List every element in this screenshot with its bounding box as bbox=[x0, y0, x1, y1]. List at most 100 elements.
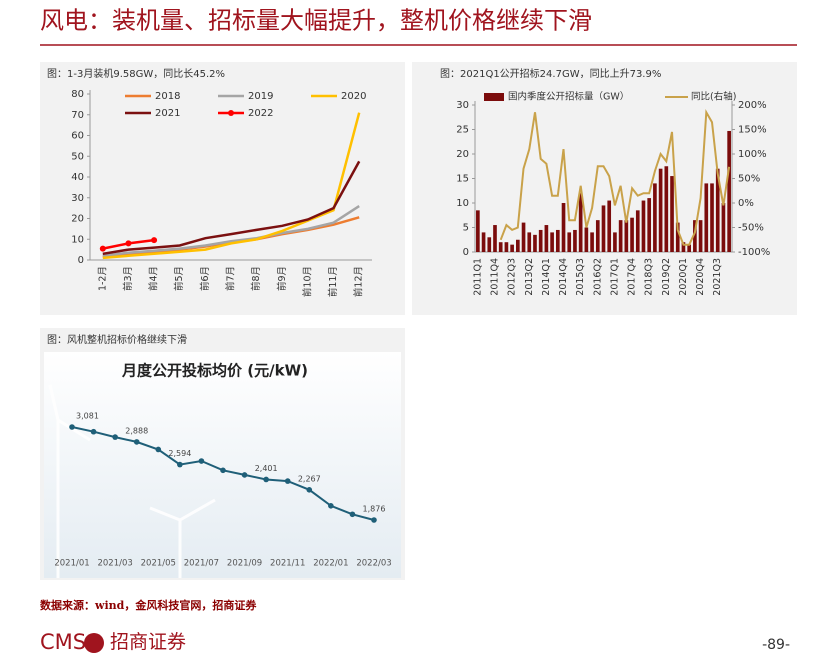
bar bbox=[630, 217, 634, 252]
bar bbox=[584, 227, 589, 252]
x-tick-label: 2021/05 bbox=[141, 559, 176, 569]
bar bbox=[567, 232, 572, 252]
y-tick-label: 0 bbox=[78, 255, 84, 266]
y-tick-label: 20 bbox=[456, 149, 469, 160]
x-tick-label: 前6月 bbox=[199, 266, 211, 291]
bar bbox=[607, 200, 612, 252]
x-tick-label: 2017Q1 bbox=[609, 258, 620, 296]
x-tick-label: 2020Q4 bbox=[695, 258, 706, 296]
turbine-decoration bbox=[48, 384, 216, 578]
chart-title: 月度公开投标均价 (元/kW) bbox=[121, 362, 308, 380]
page-number: -89- bbox=[762, 637, 790, 653]
bar bbox=[727, 130, 731, 252]
bar bbox=[613, 232, 617, 252]
bar bbox=[544, 225, 549, 252]
y-tick-label: 40 bbox=[71, 172, 84, 183]
point bbox=[220, 467, 226, 474]
x-tick-label: 前3月 bbox=[122, 266, 134, 291]
x-tick-label: 2017Q4 bbox=[627, 258, 638, 296]
bar bbox=[527, 232, 532, 252]
x-tick-label: 1-2月 bbox=[97, 266, 108, 291]
legend-label: 国内季度公开招标量（GW） bbox=[508, 91, 629, 103]
data-label: 2,594 bbox=[168, 449, 191, 458]
x-tick-label: 2021/11 bbox=[270, 559, 305, 569]
legend-marker bbox=[228, 110, 234, 116]
y-tick-label: 50 bbox=[71, 151, 84, 162]
x-tick-label: 2011Q4 bbox=[489, 258, 500, 296]
bar bbox=[493, 225, 497, 252]
y-tick-label: 15 bbox=[456, 174, 469, 185]
bar bbox=[658, 168, 663, 252]
data-label: 3,081 bbox=[76, 412, 99, 421]
bar bbox=[664, 166, 669, 252]
x-tick-label: 2013Q2 bbox=[524, 258, 535, 296]
x-tick-label: 2019Q2 bbox=[661, 258, 672, 296]
point bbox=[155, 446, 162, 453]
y-tick-label: 5 bbox=[463, 223, 469, 234]
bar bbox=[510, 244, 514, 252]
y-tick-label: 20 bbox=[71, 214, 84, 225]
bar bbox=[601, 205, 606, 252]
point bbox=[198, 458, 205, 464]
source-note: 数据来源：wind，金风科技官网，招商证券 bbox=[40, 598, 257, 612]
legend-label: 2022 bbox=[248, 108, 273, 119]
bar bbox=[704, 183, 709, 252]
bar bbox=[481, 232, 486, 252]
bar bbox=[715, 168, 720, 252]
y-tick-label: 100% bbox=[738, 149, 767, 160]
series-line bbox=[102, 205, 360, 258]
bar bbox=[687, 244, 691, 252]
y-tick-label: 25 bbox=[456, 125, 469, 136]
bar bbox=[555, 229, 560, 252]
y-tick-label: 70 bbox=[71, 110, 84, 121]
bar bbox=[681, 242, 686, 252]
bar bbox=[693, 220, 697, 252]
x-tick-label: 2021/01 bbox=[54, 559, 89, 569]
point bbox=[133, 439, 140, 445]
bar bbox=[550, 232, 554, 252]
y-tick-label: -100% bbox=[738, 247, 770, 258]
x-tick-label: 2016Q2 bbox=[592, 258, 603, 296]
series-line bbox=[102, 160, 361, 256]
legend-swatch bbox=[484, 93, 504, 101]
bar bbox=[498, 242, 503, 252]
bar bbox=[533, 234, 537, 252]
point bbox=[284, 478, 291, 484]
bar bbox=[710, 183, 714, 252]
bar bbox=[721, 203, 726, 252]
x-tick-label: 前8月 bbox=[250, 266, 262, 291]
bar bbox=[538, 229, 543, 252]
x-tick-label: 2014Q4 bbox=[558, 258, 569, 296]
legend-label: 同比(右轴) bbox=[691, 91, 736, 103]
y-tick-label: 60 bbox=[71, 131, 84, 142]
x-tick-label: 2022/03 bbox=[356, 559, 391, 569]
legend-label: 2018 bbox=[155, 91, 180, 102]
data-label: 2,401 bbox=[255, 464, 278, 473]
y-tick-label: 0 bbox=[463, 247, 469, 258]
x-tick-label: 前4月 bbox=[148, 266, 160, 291]
bar bbox=[561, 203, 566, 252]
legend-label: 2019 bbox=[248, 91, 273, 102]
x-tick-label: 2014Q1 bbox=[541, 258, 552, 296]
panel bbox=[412, 62, 797, 315]
bar bbox=[476, 210, 480, 252]
point bbox=[328, 502, 334, 509]
chart-background bbox=[44, 352, 401, 578]
x-tick-label: 2012Q3 bbox=[507, 258, 518, 296]
series-line bbox=[102, 112, 361, 260]
x-tick-label: 2022/01 bbox=[313, 559, 348, 569]
x-tick-label: 2020Q1 bbox=[678, 258, 689, 296]
x-tick-label: 2021/09 bbox=[227, 559, 262, 569]
x-tick-label: 2021Q3 bbox=[712, 258, 723, 296]
x-tick-label: 2021/03 bbox=[97, 559, 132, 569]
point bbox=[69, 424, 75, 430]
chart-caption: 图：2021Q1公开招标24.7GW，同比上升73.9% bbox=[440, 67, 661, 80]
y-tick-label: 30 bbox=[456, 100, 469, 111]
y-tick-label: 10 bbox=[71, 234, 84, 245]
bar bbox=[590, 232, 594, 252]
data-label: 2,267 bbox=[298, 474, 321, 483]
point bbox=[112, 434, 118, 440]
bar bbox=[635, 210, 640, 252]
bar bbox=[647, 198, 652, 252]
point bbox=[151, 237, 158, 244]
